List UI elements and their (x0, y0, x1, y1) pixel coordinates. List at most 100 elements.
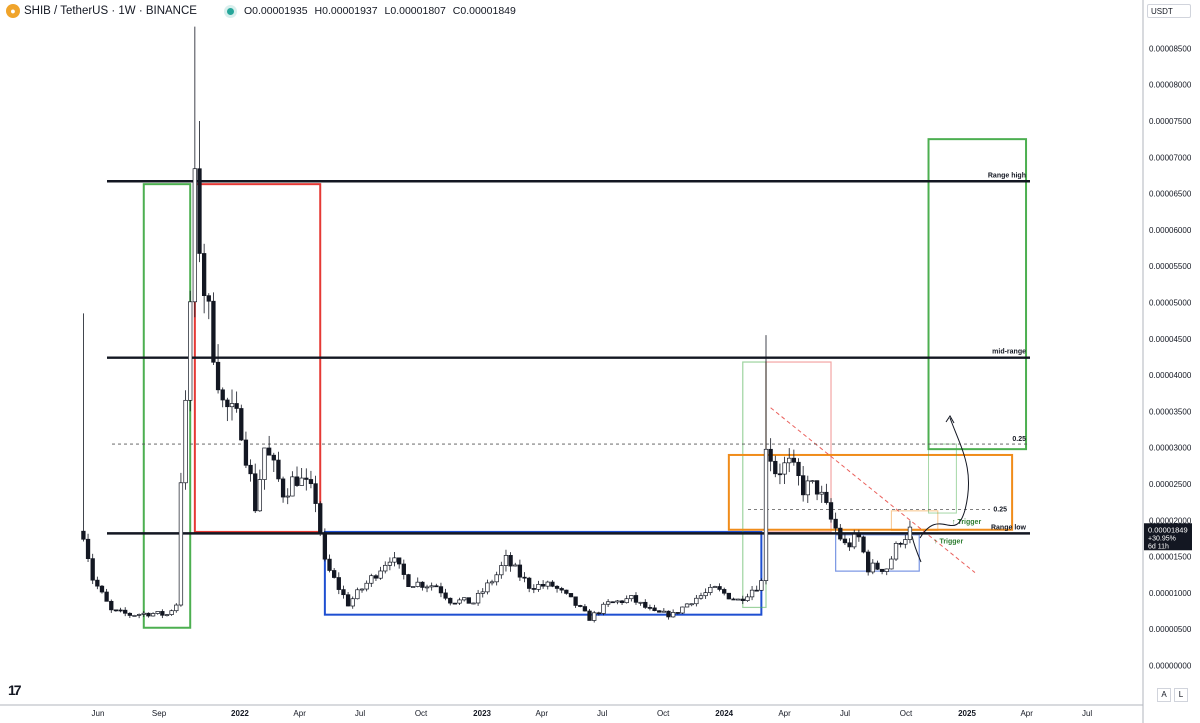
tradingview-logo-icon[interactable]: 17 (8, 682, 22, 698)
y-tick-label: 0.00002500 (1149, 480, 1192, 489)
candle-body (726, 592, 732, 600)
auto-scale-button[interactable]: A (1157, 688, 1171, 702)
candle-body (183, 399, 188, 484)
projection-arrow-icon (945, 415, 955, 424)
candle-body (123, 609, 128, 614)
candle-body (842, 538, 848, 544)
candle-body (262, 447, 267, 480)
x-tick-label: Oct (900, 709, 913, 718)
small-orange-box (890, 510, 939, 531)
candle-body (884, 568, 889, 572)
candle-body (257, 479, 263, 512)
candle-body (406, 574, 411, 587)
candle-body (280, 478, 286, 498)
candle-body (852, 533, 857, 548)
candle-body (494, 574, 499, 583)
candle-body (415, 581, 420, 587)
candle-body (605, 601, 611, 605)
x-tick-label: Jul (1082, 709, 1092, 718)
candle-body (592, 612, 597, 621)
candle-body (777, 473, 783, 476)
orange-box (727, 453, 1014, 531)
y-tick-label: 0.00002000 (1149, 516, 1192, 525)
candle-body (95, 579, 100, 587)
y-tick-label: 0.00007000 (1149, 153, 1192, 162)
candle-body (466, 597, 471, 604)
candle-body (401, 563, 406, 575)
candle-body (615, 600, 620, 603)
candle-body (253, 473, 258, 512)
candle-body (457, 599, 462, 604)
x-tick-label: Jul (355, 709, 365, 718)
x-tick-label: Sep (152, 709, 167, 718)
candle-body (810, 480, 815, 482)
candle-body (341, 589, 346, 596)
candle-body (875, 562, 880, 570)
candle-body (522, 576, 527, 579)
x-tick-label: 2025 (958, 709, 976, 718)
x-tick-label: Apr (536, 709, 549, 718)
candle-body (652, 607, 657, 612)
candle-body (559, 588, 564, 591)
candle-body (499, 565, 504, 576)
candle-body (332, 570, 337, 578)
candle-body (801, 475, 806, 496)
candle-body (689, 603, 694, 606)
candle-body (383, 564, 388, 572)
candle-body (824, 491, 829, 503)
symbol-title[interactable]: SHIB / TetherUS · 1W · BINANCE (24, 5, 197, 17)
candle-body (369, 575, 374, 584)
candle-body (838, 527, 843, 540)
y-tick-label: 0.00003500 (1149, 407, 1192, 416)
projection-curve (919, 417, 969, 539)
candle-body (670, 612, 676, 618)
y-tick-label: 0.00008500 (1149, 44, 1192, 53)
y-tick-label: 0.00000000 (1149, 662, 1192, 671)
shib-logo-icon: ● (6, 4, 20, 18)
candle-body (392, 557, 397, 563)
candle-body (424, 586, 430, 589)
candle-body (684, 603, 690, 608)
candle-body (610, 601, 615, 604)
candle-body (819, 491, 824, 495)
candle-body (694, 597, 699, 605)
candle-body (527, 577, 532, 589)
candle-body (410, 586, 416, 588)
candle-body (536, 583, 541, 590)
candle-body (336, 577, 341, 590)
log-scale-button[interactable]: L (1174, 688, 1188, 702)
candle-body (508, 555, 513, 567)
trendline (770, 407, 976, 573)
x-tick-label: Jul (840, 709, 850, 718)
candle-body (731, 598, 736, 601)
candle-body (81, 530, 86, 540)
candle-body (791, 457, 797, 463)
candle-body (661, 610, 666, 613)
y-tick-label: 0.00001000 (1149, 589, 1192, 598)
candle-body (587, 610, 592, 621)
currency-selector[interactable]: USDT (1147, 4, 1191, 18)
candle-body (675, 612, 680, 614)
candle-body (397, 557, 402, 565)
y-tick-label: 0.00004000 (1149, 371, 1192, 380)
fib-label: 0.25 (1012, 436, 1026, 443)
candle-body (378, 570, 383, 579)
candle-body (359, 588, 365, 591)
candle-body (206, 295, 211, 302)
x-tick-label: Apr (293, 709, 306, 718)
candle-body (740, 598, 745, 602)
green-box-2021 (142, 183, 192, 629)
candle-body (429, 585, 434, 588)
candle-body (220, 389, 225, 401)
candle-body (768, 448, 773, 462)
candle-body (438, 586, 444, 594)
candle-body (517, 564, 523, 578)
candle-body (754, 589, 759, 592)
candle-body (629, 595, 634, 600)
y-tick-label: 0.00008000 (1149, 81, 1192, 90)
low-value: L0.00001807 (384, 5, 446, 17)
candle-body (178, 482, 184, 606)
candle-body (276, 459, 281, 480)
candle-body (513, 564, 518, 567)
